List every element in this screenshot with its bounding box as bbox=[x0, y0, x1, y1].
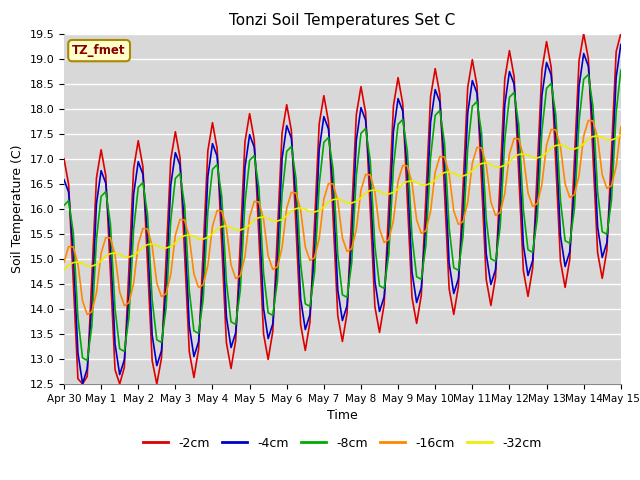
Y-axis label: Soil Temperature (C): Soil Temperature (C) bbox=[11, 144, 24, 273]
Legend: -2cm, -4cm, -8cm, -16cm, -32cm: -2cm, -4cm, -8cm, -16cm, -32cm bbox=[138, 432, 547, 455]
Title: Tonzi Soil Temperatures Set C: Tonzi Soil Temperatures Set C bbox=[229, 13, 456, 28]
Text: TZ_fmet: TZ_fmet bbox=[72, 44, 126, 57]
X-axis label: Time: Time bbox=[327, 409, 358, 422]
